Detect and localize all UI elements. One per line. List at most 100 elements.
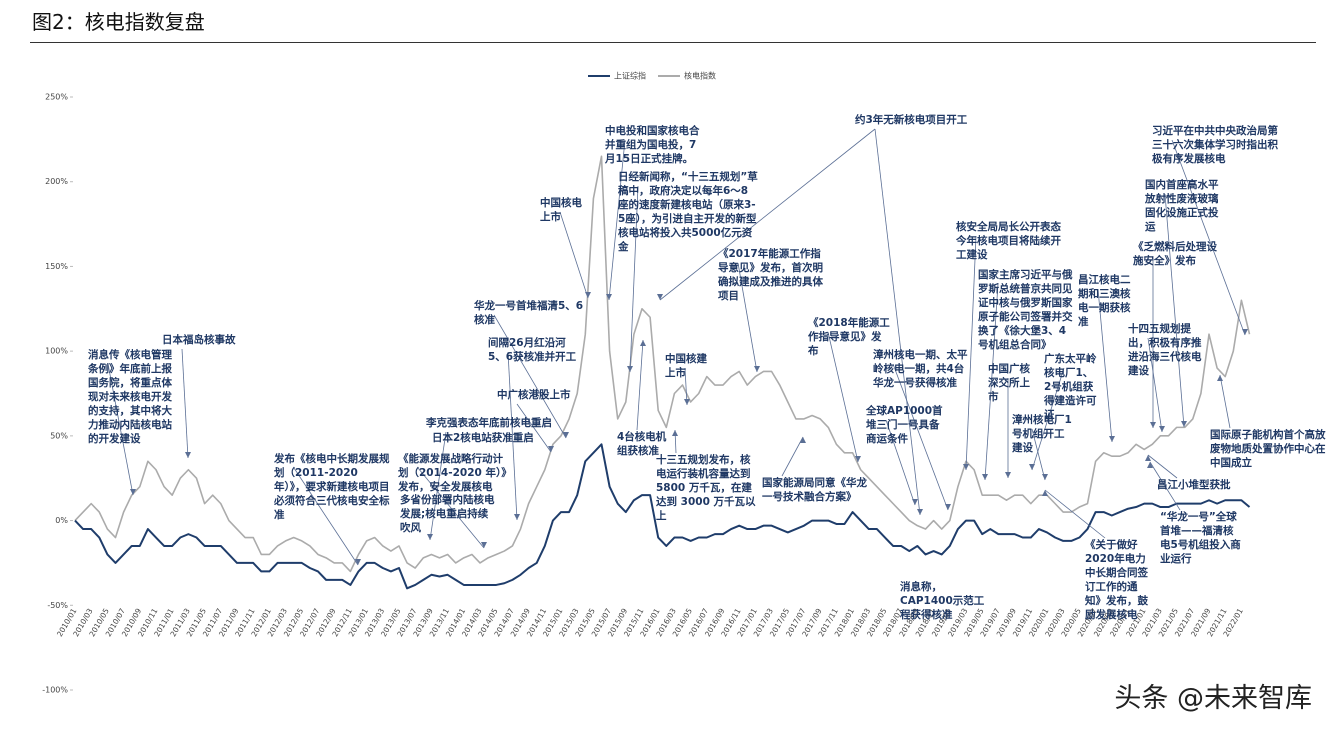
arrow-head: [912, 499, 918, 505]
arrow-head: [855, 456, 861, 462]
annotation: 中国核电上市: [540, 197, 582, 223]
annotation-arrow: [1219, 374, 1231, 429]
divider: [30, 42, 1316, 43]
annotation: 中广核港股上市: [497, 389, 571, 401]
annotation-arrow: [892, 363, 949, 511]
arrow-head: [1242, 329, 1248, 335]
arrow-head: [754, 366, 760, 372]
arrow-head: [963, 464, 969, 470]
annotation-arrow: [874, 128, 921, 516]
arrow-head: [640, 340, 646, 346]
annotation: 全球AP1000首堆三门一号具备商运条件: [866, 405, 943, 445]
arrow-head: [355, 559, 361, 565]
arrow-head: [585, 292, 591, 298]
annotation: 《能源发展战略行动计划（2014-2020 年）》发布，安全发展核电: [398, 453, 507, 493]
annotation-arrow: [417, 467, 485, 549]
annotation: 《2018年能源工作指导意见》发布: [808, 317, 890, 357]
y-tick-label: 50%: [50, 431, 68, 440]
arrow-head: [1217, 375, 1223, 381]
arrow-head: [917, 509, 923, 515]
annotation-arrow: [885, 419, 916, 506]
annotation-arrow: [429, 431, 447, 541]
arrow-head: [1145, 455, 1151, 461]
annotation: 《2017年能源工作指导意见》发布，首次明确拟建成及推进的具体项目: [718, 248, 823, 302]
annotation-arrow: [1171, 139, 1246, 336]
annotation: 昌江核电二期和三澳核电一期获核准: [1078, 274, 1131, 328]
annotation: 中电投和国家核电合并重组为国电投，7月15日正式挂牌。: [605, 125, 700, 165]
arrow-head: [1005, 472, 1011, 478]
annotation-arrow: [1164, 193, 1185, 428]
annotation: “华龙一号”全球首堆——福清核电5号机组投入商业运行: [1160, 511, 1241, 565]
arrow-head: [427, 534, 433, 540]
annotation-arrow: [1044, 489, 1106, 539]
annotation: 广东太平岭核电厂1、2号机组获得建造许可证: [1044, 353, 1097, 421]
annotation-arrow: [636, 339, 644, 431]
annotation-arrow: [559, 211, 589, 299]
annotation: 《关于做好2020年电力中长期合同签订工作的通知》发布，鼓励发展核电: [1085, 539, 1148, 621]
annotation: 发布《核电中长期发展规划（2011-2020 年）》，要求新建核电项目必须符合三…: [274, 453, 390, 521]
y-tick-label: 100%: [45, 347, 68, 356]
annotation: 消息称，CAP1400示范工程获得核准: [900, 581, 985, 621]
annotation: 日本福岛核事故: [162, 334, 236, 346]
annotation-arrow: [1149, 461, 1181, 511]
watermark: 头条 @未来智库: [1114, 683, 1312, 714]
y-tick-label: -100%: [42, 686, 68, 695]
arrow-head: [130, 489, 136, 495]
annotation: 中国广核深交所上市: [988, 363, 1030, 403]
arrow-head: [627, 366, 633, 372]
annotation: 李克强表态年底前核电重启: [426, 417, 552, 429]
annotation: 习近平在中共中央政治局第三十六次集体学习时指出积极有序发展核电: [1152, 125, 1278, 165]
arrow-head: [1029, 464, 1035, 470]
arrow-head: [514, 514, 520, 520]
annotation: 国家主席习近平与俄罗斯总统普京共同见证中核与俄罗斯国家原子能公司签署并交换了《徐…: [978, 269, 1073, 351]
arrow-head: [1042, 490, 1048, 496]
arrow-head: [800, 437, 806, 443]
arrow-head: [563, 432, 569, 438]
annotation-arrow: [507, 351, 518, 521]
annotation-arrow: [737, 262, 758, 373]
annotation: 核安全局局长公开表态今年核电项目将陆续开工建设: [956, 221, 1061, 261]
y-tick-label: 150%: [45, 262, 68, 271]
annotation-arrow: [1097, 288, 1113, 443]
legend-label: 核电指数: [684, 71, 716, 81]
annotation-arrow: [629, 185, 639, 373]
annotation-arrow: [827, 331, 859, 463]
legend-label: 上证综指: [614, 71, 646, 81]
annotation-arrow: [684, 367, 688, 406]
y-tick-label: -50%: [47, 601, 68, 610]
annotation-arrow: [1147, 337, 1163, 433]
arrow-head: [481, 542, 487, 548]
title: 图2：核电指数复盘: [32, 10, 205, 34]
arrow-head: [657, 294, 663, 300]
y-tick-label: 200%: [45, 177, 68, 186]
annotation: 中国核建上市: [665, 353, 707, 379]
annotation-arrow: [107, 363, 134, 496]
arrow-head: [1159, 426, 1165, 432]
annotation-arrow: [1031, 367, 1065, 471]
annotation: 《乏燃料后处理设施安全》发布: [1133, 241, 1217, 267]
arrow-head: [1109, 436, 1115, 442]
annotation-arrow: [516, 403, 552, 453]
annotation: 日本2核电站获准重启: [432, 432, 534, 444]
annotation: 4台核电机组获核准: [617, 431, 667, 457]
arrow-head: [1147, 462, 1153, 468]
arrow-head: [982, 474, 988, 480]
annotation: 约3年无新核电项目开工: [855, 114, 968, 126]
annotation: 国内首座高水平放射性废液玻璃固化设施正式投运: [1145, 179, 1219, 233]
annotation: 漳州核电厂1号机组开工建设: [1012, 414, 1072, 454]
annotation-arrow: [1031, 428, 1046, 481]
annotation-arrow: [984, 283, 999, 481]
annotation: 间隔26月红沿河5、6获核准并开工: [488, 337, 577, 363]
arrow-head: [548, 446, 554, 452]
arrow-head: [1150, 422, 1156, 428]
series-line: [74, 155, 1251, 573]
y-tick-label: 0%: [55, 516, 68, 525]
annotation: 国家能源局同意《华龙一号技术融合方案》: [762, 477, 867, 503]
arrow-head: [1181, 421, 1187, 427]
annotation: 多省份部署内陆核电发展;核电重启持续吹风: [400, 494, 495, 534]
annotation-arrow: [181, 348, 189, 459]
arrow-head: [185, 452, 191, 458]
annotation-arrow: [1147, 454, 1178, 479]
